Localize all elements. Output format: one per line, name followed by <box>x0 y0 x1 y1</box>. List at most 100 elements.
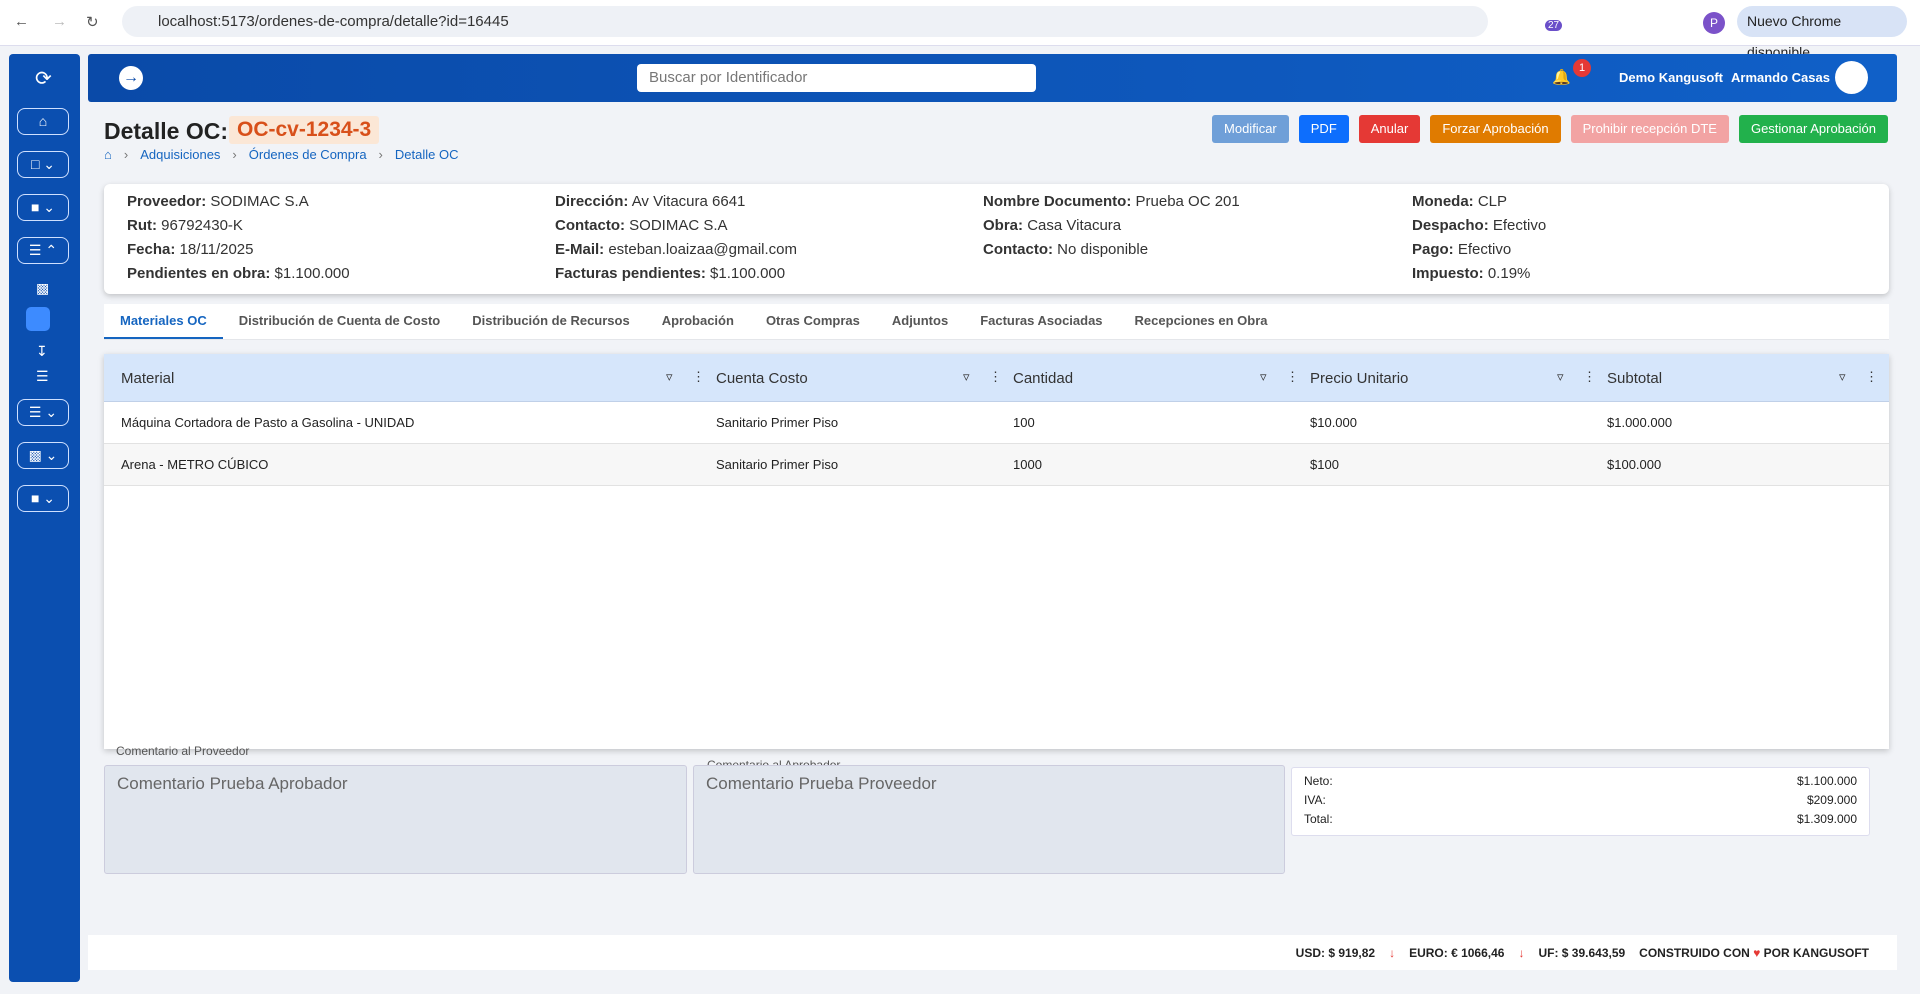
menu-button[interactable]: ☰ ⌄ <box>17 399 69 426</box>
filter-icon[interactable]: ▿ <box>1260 369 1267 384</box>
total-row: IVA: $209.000 <box>1304 791 1857 810</box>
update-button[interactable]: Nuevo Chrome disponible <box>1737 6 1907 60</box>
info-card: Proveedor: SODIMAC S.A Rut: 96792430-K Fec… <box>104 184 1889 294</box>
menu-icon[interactable]: ↧ <box>36 343 48 359</box>
action-button[interactable]: Prohibir recepción DTE <box>1570 115 1729 143</box>
column-menu[interactable]: ⋮ <box>1865 369 1878 384</box>
back[interactable]: ← <box>14 13 29 30</box>
menu-button[interactable]: □ ⌄ <box>17 151 69 178</box>
separator: › <box>378 147 383 162</box>
menu-button[interactable]: ■ ⌄ <box>17 194 69 221</box>
reload[interactable]: ↻ <box>86 14 99 31</box>
table-cell: $100.000 <box>1607 457 1662 472</box>
info-item: Contacto: SODIMAC S.A <box>555 214 797 238</box>
avatar[interactable] <box>1835 61 1868 94</box>
materials-table: Material ▿ ⋮ Cuenta Costo ▿ ⋮ Cantidad ▿ ⋮ Precio… <box>104 354 1889 749</box>
info-value: 96792430-K <box>161 217 243 234</box>
bell-icon[interactable]: 🔔 <box>1552 69 1571 86</box>
info-item: Impuesto: 0.19% <box>1412 262 1546 286</box>
tab[interactable]: Aprobación <box>661 313 734 328</box>
info-column: Proveedor: SODIMAC S.A Rut: 96792430-K Fec… <box>127 190 350 286</box>
info-value: CLP <box>1477 193 1508 210</box>
tab[interactable]: Otras Compras <box>765 313 860 328</box>
table-cell: 1000 <box>1013 457 1042 472</box>
info-value: No disponible <box>1057 241 1149 258</box>
actions: Modificar PDF Anular Forzar Aprobación Prohi… <box>1212 115 1888 143</box>
company[interactable]: Demo Kangusoft <box>1619 70 1723 85</box>
profile[interactable]: P <box>1703 12 1725 34</box>
comment-box[interactable]: Comentario Prueba Proveedor <box>693 765 1285 874</box>
table-cell: 100 <box>1013 415 1035 430</box>
action-button[interactable]: Gestionar Aprobación <box>1738 115 1888 143</box>
tab[interactable]: Recepciones en Obra <box>1134 313 1268 328</box>
euro-rate: EURO: € 1066,46 <box>1409 945 1505 960</box>
menu-button[interactable]: ☰ ⌃ <box>17 237 69 264</box>
menu-button[interactable]: ■ ⌄ <box>17 485 69 512</box>
column-menu[interactable]: ⋮ <box>989 369 1002 384</box>
info-label: Pendientes en obra: <box>127 265 271 282</box>
menu-button[interactable]: ▩ ⌄ <box>17 442 69 469</box>
info-label: Proveedor: <box>127 193 207 210</box>
info-value: $1.100.000 <box>710 265 786 282</box>
action-button[interactable]: PDF <box>1298 115 1349 143</box>
search-input[interactable]: Buscar por Identificador <box>637 64 1036 92</box>
home-button[interactable]: ⌂ <box>17 108 69 135</box>
info-value: $1.100.000 <box>274 265 350 282</box>
extension-badge: 27 <box>1545 20 1563 31</box>
sidebar: ⟳ ⌂ □ ⌄ ■ ⌄ ☰ ⌃ ▩ ↧ ☰ ☰ ⌄ ▩ ⌄ ■ ⌄ <box>9 54 80 982</box>
table-row: Máquina Cortadora de Pasto a Gasolina - … <box>104 402 1889 444</box>
menu-icon[interactable]: ▩ <box>36 280 50 296</box>
column-header: Precio Unitario <box>1310 370 1409 387</box>
action-button[interactable]: Modificar <box>1212 115 1289 143</box>
comment-box[interactable]: Comentario Prueba Aprobador <box>104 765 687 874</box>
total-value: $1.100.000 <box>1796 774 1857 788</box>
filter-icon[interactable]: ▿ <box>1557 369 1564 384</box>
breadcrumb: ⌂ › Adquisiciones › Órdenes de Compra › Detall… <box>104 147 458 162</box>
breadcrumb-item[interactable]: Detalle OC <box>394 147 459 162</box>
filter-icon[interactable]: ▿ <box>963 369 970 384</box>
column-menu[interactable]: ⋮ <box>692 369 705 384</box>
info-item: Contacto: No disponible <box>983 238 1240 262</box>
total-value: $1.309.000 <box>1796 812 1857 826</box>
info-item: Pendientes en obra: $1.100.000 <box>127 262 350 286</box>
url-bar[interactable]: localhost:5173/ordenes-de-compra/detalle… <box>122 6 1488 37</box>
tab[interactable]: Distribución de Cuenta de Costo <box>238 313 441 328</box>
forward[interactable]: → <box>52 13 67 30</box>
info-item: Obra: Casa Vitacura <box>983 214 1240 238</box>
info-value: SODIMAC S.A <box>210 193 309 210</box>
user-name[interactable]: Armando Casas <box>1731 70 1830 85</box>
info-value: 18/11/2025 <box>179 241 254 258</box>
tab[interactable]: Facturas Asociadas <box>980 313 1103 328</box>
info-value: Casa Vitacura <box>1027 217 1122 234</box>
column-header: Cantidad <box>1013 370 1074 387</box>
heart: ♥ <box>1753 945 1761 960</box>
menu-icon-active[interactable] <box>26 307 50 331</box>
total-label: Total: <box>1304 812 1333 826</box>
info-label: Dirección: <box>555 193 629 210</box>
info-label: Moneda: <box>1412 193 1474 210</box>
info-value: SODIMAC S.A <box>629 217 728 234</box>
table-cell: Arena - METRO CÚBICO <box>121 457 269 472</box>
action-button[interactable]: Anular <box>1358 115 1421 143</box>
toggle-button[interactable]: → <box>119 66 143 90</box>
tab[interactable]: Distribución de Recursos <box>472 313 630 328</box>
column-menu[interactable]: ⋮ <box>1286 369 1299 384</box>
breadcrumb-item[interactable]: Adquisiciones <box>140 147 221 162</box>
tab[interactable]: Adjuntos <box>891 313 949 328</box>
built-with: CONSTRUIDO CON ♥ POR KANGUSOFT <box>1639 946 1869 960</box>
info-item: Moneda: CLP <box>1412 190 1546 214</box>
info-label: Impuesto: <box>1412 265 1484 282</box>
filter-icon[interactable]: ▿ <box>1839 369 1846 384</box>
table-cell: $10.000 <box>1310 415 1357 430</box>
down-arrow: ↓ <box>1389 945 1396 960</box>
menu-icon[interactable]: ☰ <box>36 368 49 384</box>
info-label: Facturas pendientes: <box>555 265 706 282</box>
home-crumb[interactable]: ⌂ <box>104 147 112 162</box>
tab[interactable]: Materiales OC <box>104 304 223 339</box>
action-button[interactable]: Forzar Aprobación <box>1430 115 1561 143</box>
column-menu[interactable]: ⋮ <box>1583 369 1596 384</box>
filter-icon[interactable]: ▿ <box>666 369 673 384</box>
info-label: E-Mail: <box>555 241 605 258</box>
breadcrumb-item[interactable]: Órdenes de Compra <box>248 147 367 162</box>
